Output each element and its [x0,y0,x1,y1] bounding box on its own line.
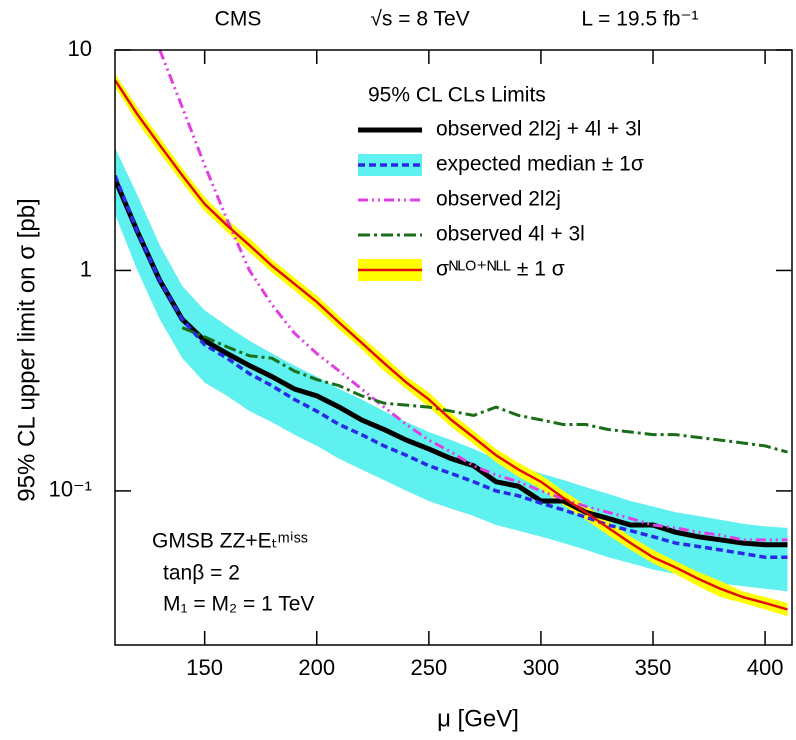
band [115,147,788,592]
header-text: √s = 8 TeV [370,8,469,31]
line [158,50,788,542]
x-tick-label: 300 [523,655,560,680]
x-tick-label: 400 [747,655,784,680]
y-tick-label: 10⁻¹ [49,477,92,502]
y-tick-label: 10 [68,36,92,61]
legend-label: σᴺᴸᴼ⁺ᴺᴸᴸ ± 1 σ [436,258,565,281]
annotation: tanβ = 2 [163,562,240,585]
legend-title: 95% CL CLs Limits [368,84,546,107]
legend-label: observed 2l2j [436,188,561,211]
line [115,79,788,611]
annotation: M₁ = M₂ = 1 TeV [163,593,314,616]
plot-area [115,50,788,617]
line [181,326,788,454]
x-tick-label: 250 [410,655,447,680]
x-tick-label: 350 [635,655,672,680]
x-tick-label: 200 [298,655,335,680]
y-tick-label: 1 [80,256,92,281]
legend-label: expected median ± 1σ [436,153,644,176]
y-axis-label: 95% CL upper limit on σ [pb] [13,198,40,501]
header-text: L = 19.5 fb⁻¹ [581,8,698,31]
line [115,174,788,560]
legend-label: observed 2l2j + 4l + 3l [436,118,641,141]
line [115,177,788,548]
x-tick-label: 150 [186,655,223,680]
legend-label: observed 4l + 3l [436,223,585,246]
annotation: GMSB ZZ+Eₜᵐⁱˢˢ [152,530,308,553]
plot-frame [114,49,793,646]
legend-swatch [358,154,422,176]
x-axis-label: μ [GeV] [437,705,519,732]
header-text: CMS [215,8,262,31]
